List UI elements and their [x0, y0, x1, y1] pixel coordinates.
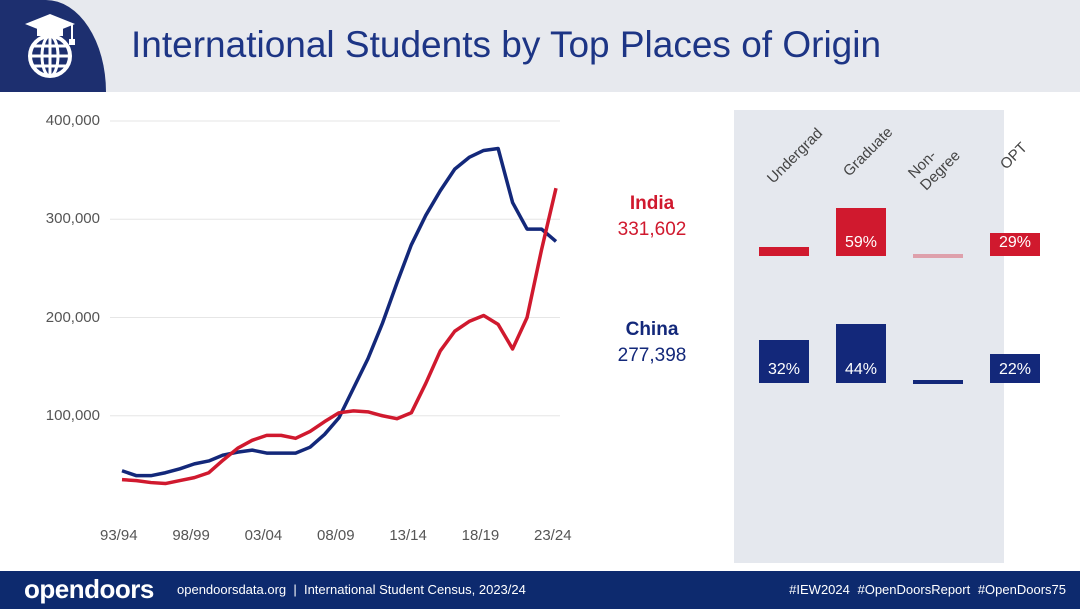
y-tick-label: 100,000	[45, 406, 100, 424]
bar-india-non-degree	[913, 254, 963, 258]
graduation-cap-globe-icon	[25, 14, 75, 78]
series-line-india	[121, 187, 558, 486]
y-tick-label: 200,000	[45, 308, 100, 326]
line-chart	[110, 120, 560, 486]
category-undergrad: Undergrad	[763, 124, 827, 187]
bar-china-non-degree	[913, 380, 963, 385]
bar-india-undergrad	[759, 247, 809, 256]
bar-china-undergrad: 32%	[759, 340, 809, 383]
x-tick-label: 98/99	[172, 527, 210, 544]
y-tick-label: 400,000	[45, 112, 100, 129]
page-title: International Students by Top Places of …	[131, 24, 882, 65]
logo	[0, 0, 106, 92]
bar-china-graduate: 44%	[836, 324, 886, 383]
y-tick-label: 300,000	[45, 210, 100, 228]
bar-india-graduate: 59%	[836, 208, 886, 256]
country-total: 331,602	[617, 219, 687, 240]
x-tick-label: 08/09	[317, 527, 355, 544]
country-name: China	[625, 319, 679, 340]
bar-india-opt: 29%	[990, 232, 1040, 256]
country-name: India	[629, 193, 675, 214]
x-tick-label: 93/94	[100, 527, 138, 544]
category-opt: OPT	[996, 139, 1031, 173]
footer-hashtags: #IEW2024 #OpenDoorsReport #OpenDoors75	[789, 582, 1066, 597]
footer: opendoors opendoorsdata.org | Internatio…	[0, 571, 1080, 609]
header: International Students by Top Places of …	[0, 0, 1080, 92]
opendoors-logo: opendoors	[24, 574, 154, 604]
category-graduate: Graduate	[839, 123, 897, 180]
footer-source: opendoorsdata.org | International Studen…	[177, 582, 526, 597]
series-line-china	[121, 146, 558, 478]
india-label: India 331,602	[582, 193, 722, 241]
country-total: 277,398	[617, 345, 687, 366]
x-tick-label: 13/14	[389, 527, 427, 544]
x-tick-label: 23/24	[534, 527, 572, 544]
bar-china-opt: 22%	[990, 353, 1040, 383]
degree-breakdown-panel: Undergrad Graduate Non- Degree OPT 59% 29%…	[734, 110, 1040, 563]
x-tick-label: 03/04	[244, 527, 283, 544]
x-tick-label: 18/19	[461, 527, 500, 544]
category-non-degree: Non- Degree	[904, 146, 964, 194]
china-label: China 277,398	[582, 319, 722, 367]
